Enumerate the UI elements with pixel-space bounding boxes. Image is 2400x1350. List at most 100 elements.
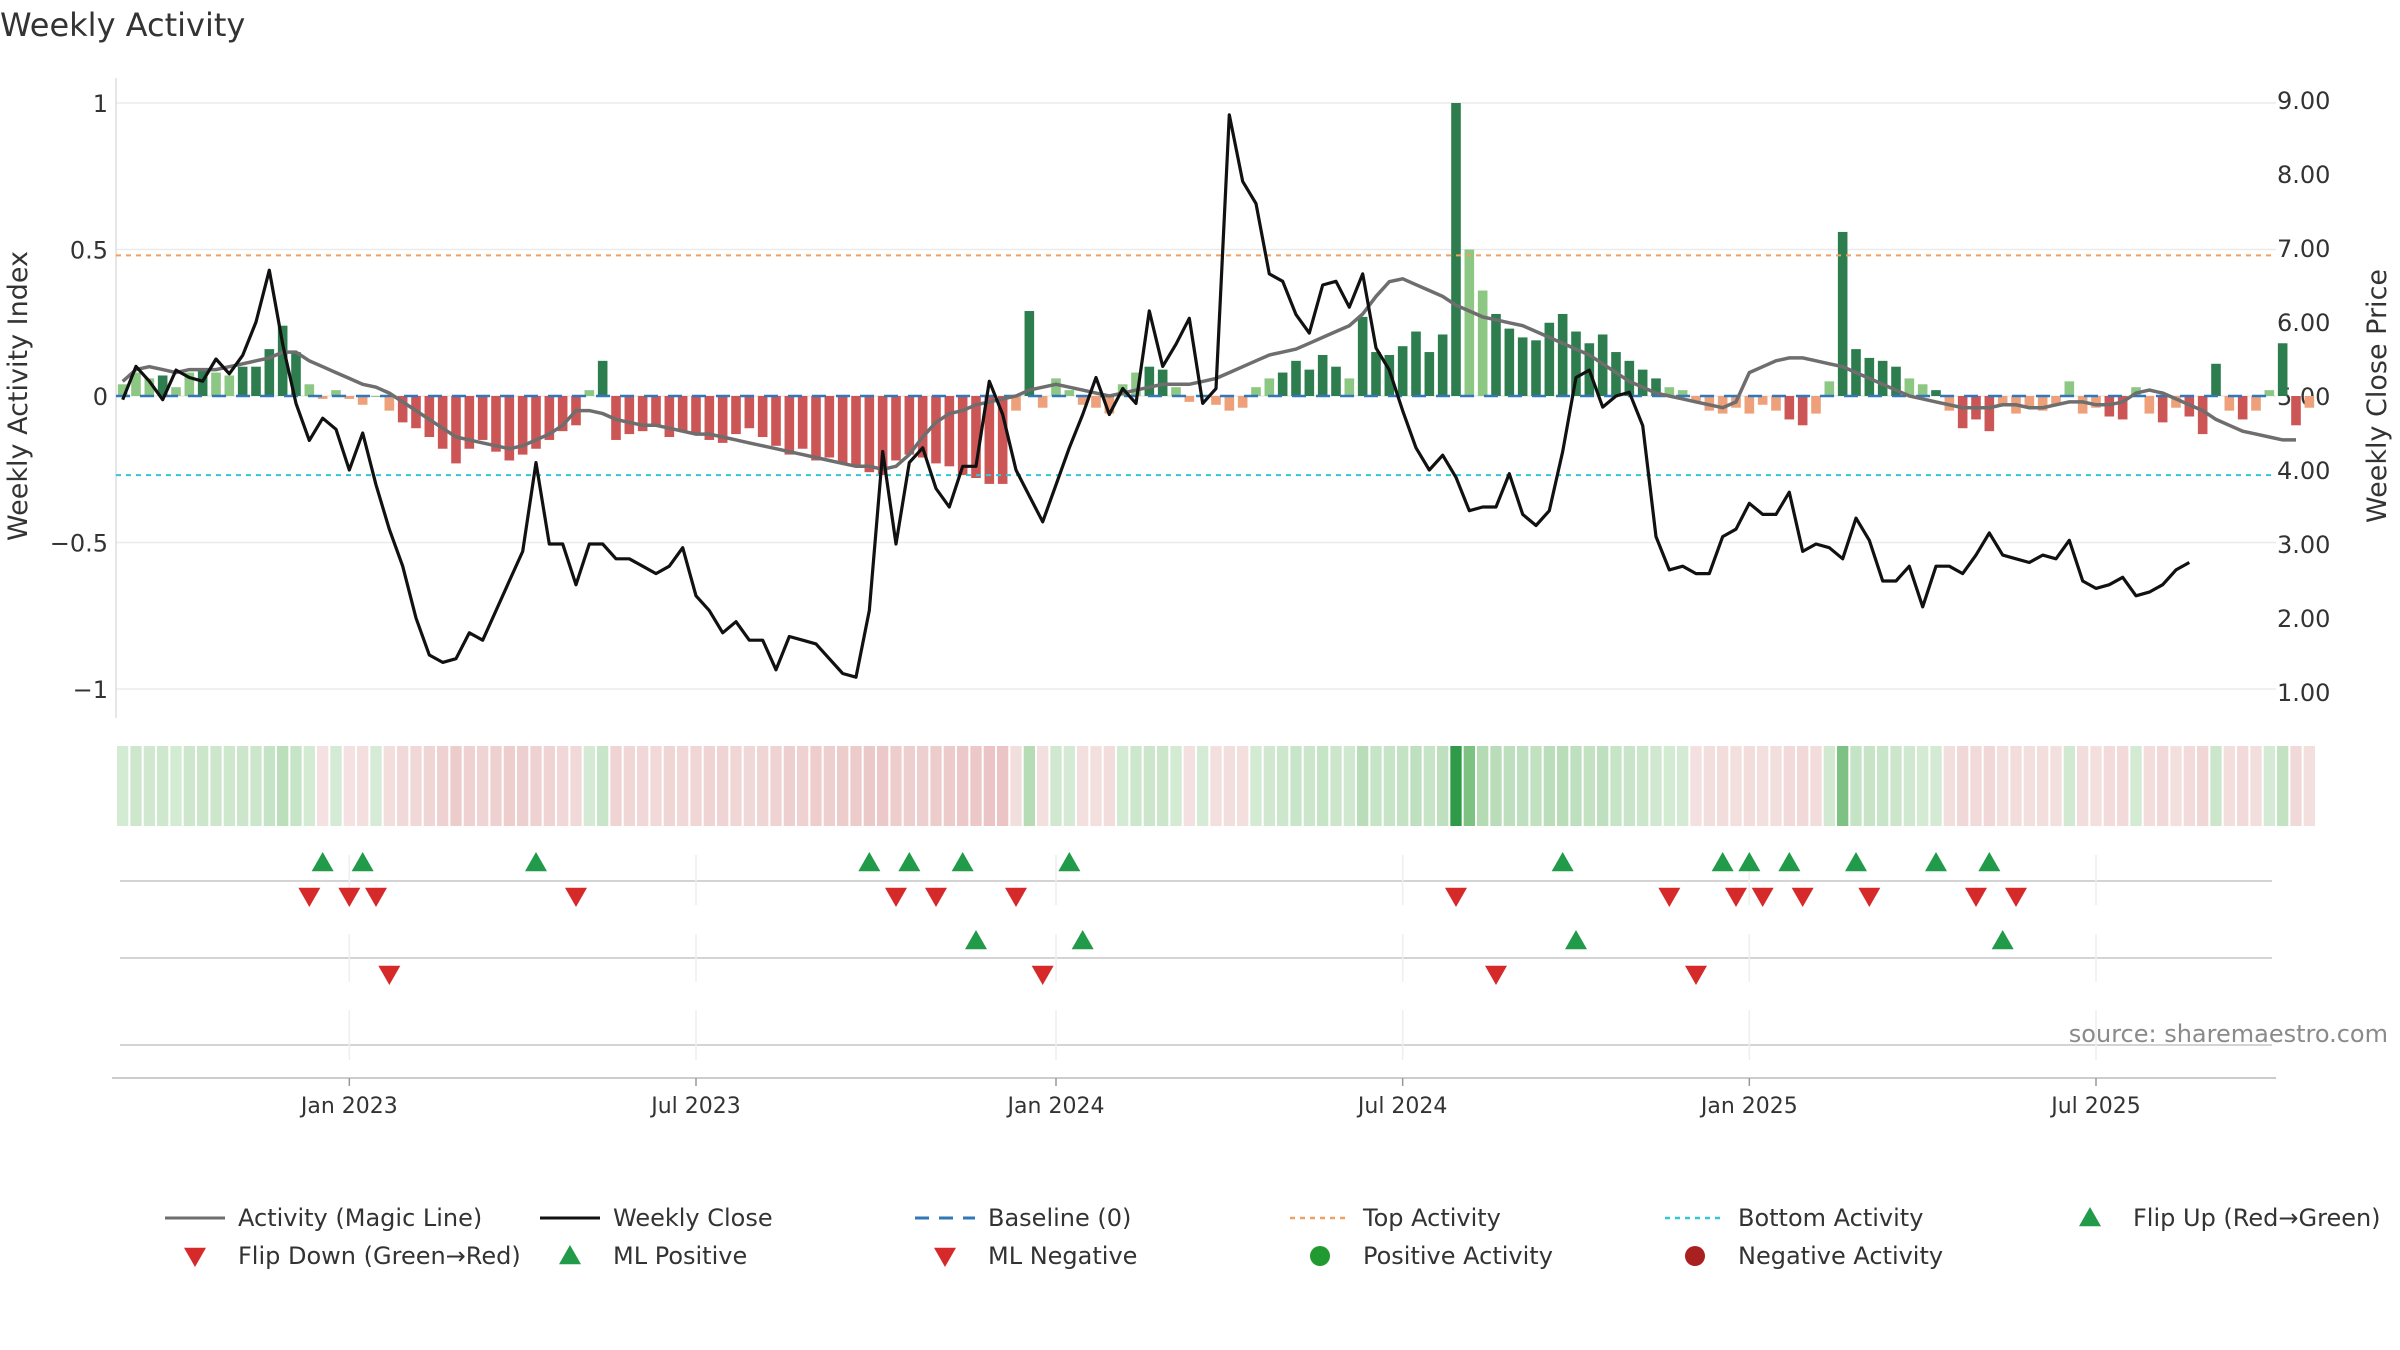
heat-cell: [383, 746, 395, 826]
activity-bar: [1997, 396, 2008, 405]
heat-cell: [610, 746, 622, 826]
legend-label: ML Negative: [988, 1242, 1137, 1270]
activity-bar: [1224, 396, 1235, 411]
activity-bar: [1091, 396, 1101, 408]
activity-bar: [1184, 396, 1195, 402]
activity-bar: [891, 396, 901, 461]
activity-bar: [2144, 396, 2155, 414]
heat-cell: [250, 746, 262, 826]
heat-cell: [1463, 746, 1475, 826]
heat-cell: [1623, 746, 1635, 826]
heat-cell: [2197, 746, 2209, 826]
heat-cell: [1983, 746, 1995, 826]
ml-positive-marker: [1991, 930, 2014, 950]
heat-cell: [1090, 746, 1102, 826]
activity-bar: [1037, 396, 1048, 408]
heat-cell: [2237, 746, 2249, 826]
heat-cell: [463, 746, 475, 826]
heat-cell: [517, 746, 529, 826]
activity-bar: [1211, 396, 1221, 405]
flip-up-marker: [1551, 852, 1574, 872]
activity-bar: [744, 396, 755, 429]
heat-cell: [1237, 746, 1249, 826]
heat-cell: [1037, 746, 1049, 826]
activity-bar: [677, 396, 688, 432]
activity-bar: [1077, 396, 1088, 405]
heat-cell: [1157, 746, 1169, 826]
flip-down-marker: [2005, 887, 2027, 907]
heat-cell: [2117, 746, 2129, 826]
activity-bar: [397, 396, 408, 423]
activity-bar: [1051, 378, 1061, 396]
legend-swatch: [559, 1245, 581, 1265]
heat-cell: [1903, 746, 1915, 826]
flip-up-marker: [858, 852, 881, 872]
heat-cell: [2103, 746, 2115, 826]
heat-cell: [2170, 746, 2182, 826]
y-tick-label: 0.5: [70, 237, 108, 265]
heat-cell: [1143, 746, 1155, 826]
x-tick-label: Jan 2023: [299, 1094, 398, 1119]
activity-bar: [2291, 396, 2301, 426]
y2-tick-label: 8.00: [2277, 161, 2330, 189]
activity-bar: [1357, 316, 1368, 396]
activity-bar: [1984, 396, 1995, 432]
heat-cell: [1183, 746, 1195, 826]
activity-bar: [1531, 340, 1541, 396]
flip-up-marker: [951, 852, 974, 872]
heat-cell: [583, 746, 595, 826]
activity-bar: [1744, 396, 1755, 414]
activity-bar: [304, 384, 315, 396]
ml-positive-marker: [965, 930, 987, 950]
heat-cell: [1583, 746, 1595, 826]
activity-bar: [651, 396, 661, 426]
heat-cell: [730, 746, 742, 826]
heat-cell: [290, 746, 302, 826]
activity-bar: [2277, 343, 2288, 396]
activity-bar: [811, 396, 821, 461]
heat-cell: [1597, 746, 1609, 826]
legend-swatch: [2079, 1207, 2101, 1227]
activity-bar: [1171, 387, 1181, 396]
flip-down-marker: [1791, 887, 1814, 907]
heat-cell: [1103, 746, 1115, 826]
activity-bar: [1477, 290, 1488, 396]
heat-cell: [890, 746, 902, 826]
activity-bar: [1784, 396, 1795, 420]
activity-bar: [1771, 396, 1781, 411]
heat-cell: [2077, 746, 2089, 826]
activity-bar: [1237, 396, 1248, 408]
heat-cell: [1383, 746, 1395, 826]
flip-down-marker: [1751, 887, 1774, 907]
heat-cell: [570, 746, 582, 826]
activity-bar: [1331, 366, 1341, 396]
activity-bar: [2051, 396, 2061, 405]
activity-bar: [224, 375, 235, 396]
activity-bar: [1811, 396, 1821, 414]
activity-bar: [131, 372, 141, 396]
heat-cell: [1357, 746, 1369, 826]
legend-item: ML Positive: [559, 1242, 747, 1270]
heat-cell: [930, 746, 942, 826]
heat-cell: [1077, 746, 1089, 826]
heat-cell: [690, 746, 702, 826]
legend-item: Negative Activity: [1685, 1242, 1943, 1270]
activity-bar: [2237, 396, 2248, 420]
activity-bar: [1384, 354, 1395, 396]
heat-cell: [2303, 746, 2315, 826]
flip-up-marker: [1778, 852, 1801, 872]
heat-cell: [757, 746, 769, 826]
legend-label: ML Positive: [613, 1242, 747, 1270]
legend-item: Baseline (0): [915, 1204, 1131, 1232]
ml-negative-marker: [1685, 965, 1707, 985]
heat-cell: [1863, 746, 1875, 826]
legend-item: Bottom Activity: [1665, 1204, 1923, 1232]
heat-cell: [130, 746, 142, 826]
heat-cell: [1263, 746, 1275, 826]
activity-bar: [1624, 360, 1635, 396]
heat-cell: [717, 746, 729, 826]
activity-bar: [157, 375, 168, 396]
heat-cell: [2277, 746, 2289, 826]
activity-bar: [371, 396, 381, 397]
